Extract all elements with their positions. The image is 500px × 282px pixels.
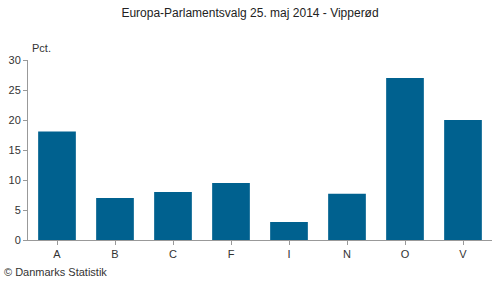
svg-text:Pct.: Pct. bbox=[32, 42, 51, 54]
svg-text:15: 15 bbox=[9, 144, 21, 156]
svg-text:10: 10 bbox=[9, 174, 21, 186]
svg-text:20: 20 bbox=[9, 114, 21, 126]
svg-text:Europa-Parlamentsvalg 25. maj: Europa-Parlamentsvalg 25. maj 2014 - Vip… bbox=[121, 6, 378, 20]
svg-text:V: V bbox=[459, 248, 467, 260]
svg-text:F: F bbox=[228, 248, 235, 260]
svg-text:I: I bbox=[287, 248, 290, 260]
svg-text:25: 25 bbox=[9, 84, 21, 96]
svg-text:30: 30 bbox=[9, 54, 21, 66]
svg-text:A: A bbox=[53, 248, 61, 260]
svg-text:N: N bbox=[343, 248, 351, 260]
svg-text:O: O bbox=[401, 248, 410, 260]
svg-text:© Danmarks Statistik: © Danmarks Statistik bbox=[4, 266, 107, 278]
svg-text:0: 0 bbox=[15, 234, 21, 246]
svg-text:5: 5 bbox=[15, 204, 21, 216]
svg-text:B: B bbox=[111, 248, 118, 260]
svg-text:C: C bbox=[169, 248, 177, 260]
